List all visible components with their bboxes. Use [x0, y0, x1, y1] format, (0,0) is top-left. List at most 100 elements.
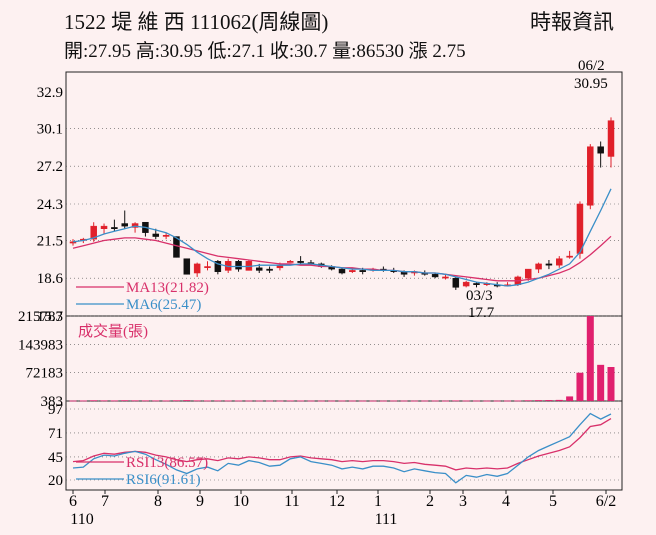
- volume-bar: [266, 400, 274, 402]
- volume-bar: [535, 400, 543, 401]
- volume-bar: [493, 400, 501, 402]
- volume-bar: [183, 400, 191, 401]
- candle-body: [576, 203, 584, 254]
- volume-bar: [131, 400, 139, 402]
- volume-bar: [431, 400, 439, 402]
- volume-bar: [307, 400, 315, 402]
- volume-tick-label: 215783: [18, 309, 63, 325]
- volume-bar: [193, 400, 201, 402]
- volume-bar: [473, 400, 480, 402]
- ma6-line: [72, 188, 612, 287]
- candle-body: [255, 267, 263, 271]
- volume-bar: [317, 400, 325, 402]
- x-tick-label: 9: [196, 493, 204, 510]
- price-legend-label: MA13(21.82): [126, 280, 209, 296]
- volume-bar: [224, 400, 232, 402]
- x-tick-label: 2: [426, 493, 434, 510]
- volume-bar: [276, 400, 284, 402]
- volume-bar: [245, 400, 253, 402]
- volume-bar: [204, 400, 211, 402]
- x-tick-label: 5: [549, 493, 557, 510]
- candle-body: [90, 225, 97, 240]
- x-tick-label: 6/2: [596, 493, 616, 510]
- volume-bar: [410, 400, 418, 402]
- volume-bar: [441, 400, 449, 402]
- volume-bar: [328, 400, 336, 402]
- volume-bar: [162, 400, 170, 402]
- candle-body: [587, 146, 594, 206]
- volume-bar: [607, 367, 615, 401]
- rsi-tick-label: 45: [48, 450, 63, 466]
- x-tick-label: 1: [374, 493, 382, 510]
- volume-bar: [452, 400, 460, 402]
- candle-body: [556, 258, 563, 266]
- x-tick-label: 10: [233, 493, 249, 510]
- low-value-annotation: 17.7: [468, 305, 495, 321]
- candle-body: [152, 233, 160, 237]
- volume-bar: [235, 400, 243, 402]
- volume-bar: [597, 364, 605, 401]
- volume-bar: [400, 400, 408, 402]
- rsi-tick-label: 97: [48, 402, 64, 418]
- volume-bar: [390, 400, 398, 402]
- price-tick-label: 24.3: [37, 197, 63, 213]
- candle-body: [111, 227, 118, 229]
- volume-panel-title: 成交量(張): [78, 322, 148, 340]
- volume-bar: [214, 400, 222, 402]
- candle-body: [566, 255, 573, 258]
- volume-tick-label: 72183: [26, 366, 64, 382]
- volume-tick-label: 383: [41, 394, 64, 410]
- candle-body: [349, 270, 356, 272]
- volume-bar: [255, 400, 263, 402]
- candle-body: [607, 120, 615, 157]
- price-tick-label: 32.9: [37, 85, 63, 101]
- volume-bar: [504, 400, 512, 402]
- quote-summary: 開:27.95 高:30.95 低:27.1 收:30.7 量:86530 漲 …: [64, 41, 466, 62]
- candle-body: [431, 274, 439, 278]
- volume-tick-label: 143983: [18, 337, 63, 353]
- candle-body: [535, 263, 542, 270]
- x-tick-label: 4: [502, 493, 510, 510]
- volume-bar: [359, 400, 367, 402]
- candle-body: [297, 261, 304, 263]
- volume-bar: [297, 400, 305, 402]
- volume-bar: [79, 400, 87, 402]
- volume-bar: [586, 316, 594, 401]
- volume-bar: [100, 400, 108, 402]
- candle-body: [597, 146, 604, 154]
- low-date-annotation: 03/3: [466, 288, 493, 304]
- candle-body: [162, 235, 170, 237]
- chart-title: 1522 堤 維 西 111062(周線圖): [64, 10, 329, 34]
- volume-bar: [524, 400, 532, 402]
- candle-body: [183, 258, 191, 275]
- candle-body: [524, 268, 532, 279]
- volume-bar: [421, 400, 429, 402]
- volume-bar: [69, 400, 77, 402]
- candle-body: [214, 261, 222, 272]
- volume-bar: [576, 372, 584, 401]
- volume-bar: [545, 400, 553, 401]
- high-date-annotation: 06/2: [578, 58, 605, 74]
- x-year-label: 111: [375, 511, 398, 528]
- candle-body: [452, 277, 460, 288]
- x-tick-label: 7: [101, 493, 109, 510]
- price-tick-label: 30.1: [37, 121, 63, 137]
- volume-bar: [141, 400, 149, 402]
- candle-body: [204, 266, 211, 268]
- volume-bar: [110, 400, 118, 402]
- price-tick-label: 18.6: [37, 271, 64, 287]
- volume-bar: [555, 399, 563, 401]
- candle-body: [266, 268, 273, 271]
- x-tick-label: 11: [284, 493, 299, 510]
- volume-bar: [90, 400, 98, 402]
- volume-bar: [172, 400, 180, 402]
- volume-bar: [483, 400, 491, 402]
- volume-bar: [348, 400, 356, 402]
- price-tick-label: 27.2: [37, 159, 63, 175]
- candle-body: [545, 263, 553, 266]
- volume-bar: [338, 400, 346, 402]
- volume-bar: [379, 400, 387, 402]
- candle-body: [287, 261, 294, 263]
- rsi-legend-label: RSI13(86.57): [126, 455, 208, 471]
